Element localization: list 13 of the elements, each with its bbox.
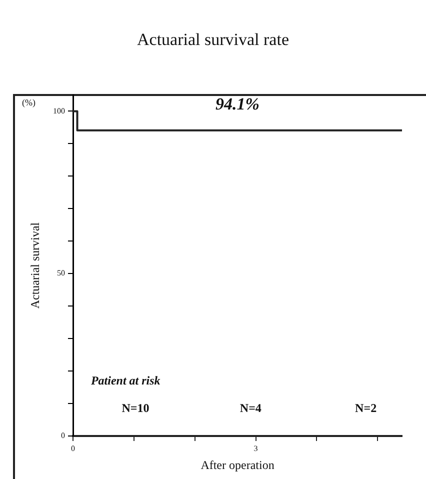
annotation: N=2 — [355, 400, 377, 415]
y-tick-label: 100 — [53, 106, 65, 116]
y-axis-title: Actuarial survival — [28, 222, 42, 309]
annotation: 94.1% — [216, 94, 260, 114]
chart-title: Actuarial survival rate — [136, 30, 290, 50]
y-tick-label: 50 — [57, 268, 65, 278]
x-axis-title: After operation — [200, 458, 274, 472]
annotation: N=4 — [240, 400, 262, 415]
annotation: Patient at risk — [90, 374, 160, 388]
annotation: N=10 — [122, 400, 150, 415]
text: (%) — [22, 97, 36, 108]
y-tick-label: 0 — [61, 431, 65, 440]
x-tick-label: 3 — [254, 444, 258, 453]
